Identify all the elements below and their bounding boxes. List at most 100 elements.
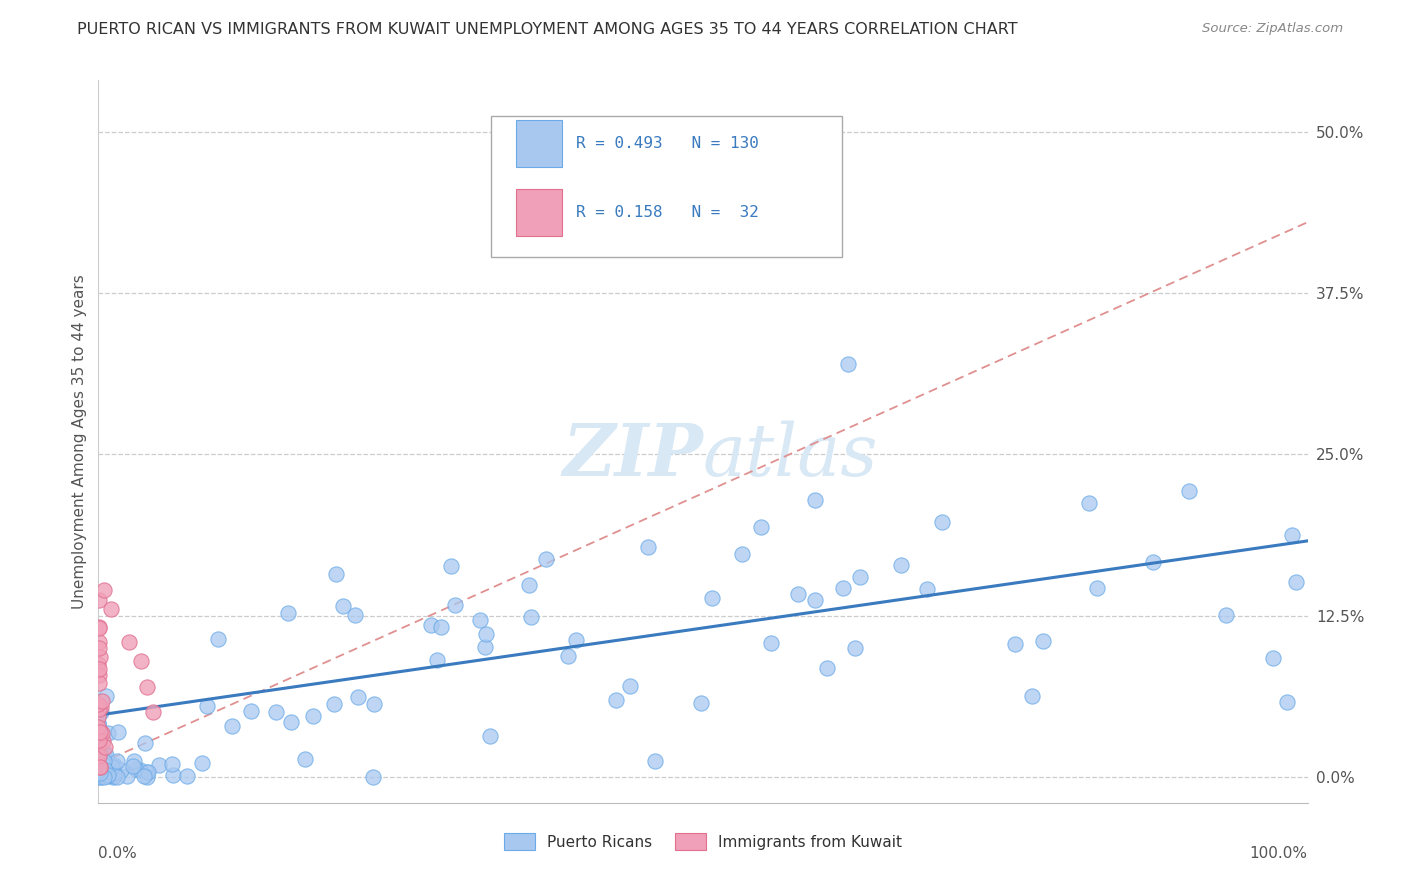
Point [136, 764, 159, 779]
Point [89, 722, 111, 736]
Point [135, 680, 157, 694]
Point [87, 757, 110, 772]
Point [294, 751, 316, 765]
Point [426, 653, 449, 667]
Point [731, 547, 754, 561]
Point [240, 704, 263, 718]
Point [87, 667, 110, 681]
Point [101, 770, 124, 784]
Point [700, 591, 723, 606]
Point [134, 736, 156, 750]
Point [132, 768, 155, 782]
Text: ZIP: ZIP [562, 420, 703, 491]
Point [264, 705, 287, 719]
Point [90, 699, 112, 714]
Point [832, 581, 855, 595]
Point [104, 767, 127, 781]
Point [759, 636, 782, 650]
Point [444, 599, 467, 613]
Point [363, 697, 385, 711]
Point [1032, 634, 1054, 648]
Point [605, 693, 627, 707]
Point [915, 582, 938, 596]
Point [110, 763, 132, 777]
Point [87, 640, 110, 655]
Point [162, 768, 184, 782]
Point [107, 724, 129, 739]
Point [89, 661, 111, 675]
Point [277, 606, 299, 620]
Point [470, 613, 492, 627]
Point [565, 632, 588, 647]
Point [87, 720, 110, 734]
Point [89, 739, 111, 753]
Point [94, 756, 117, 770]
FancyBboxPatch shape [492, 117, 842, 257]
Point [89, 760, 111, 774]
Point [87, 702, 110, 716]
Point [1261, 651, 1284, 665]
Point [804, 593, 827, 607]
Point [103, 758, 125, 772]
Legend: Puerto Ricans, Immigrants from Kuwait: Puerto Ricans, Immigrants from Kuwait [498, 827, 908, 856]
Point [440, 558, 463, 573]
Point [430, 620, 453, 634]
Point [221, 719, 243, 733]
Point [302, 708, 325, 723]
Point [97, 768, 120, 782]
Point [87, 592, 110, 607]
Point [87, 733, 110, 747]
Y-axis label: Unemployment Among Ages 35 to 44 years: Unemployment Among Ages 35 to 44 years [72, 274, 87, 609]
Point [87, 706, 110, 720]
Point [89, 650, 111, 665]
Text: atlas: atlas [703, 421, 879, 491]
Point [96, 766, 118, 780]
Point [787, 587, 810, 601]
Point [517, 577, 540, 591]
Point [103, 765, 125, 780]
Point [103, 766, 125, 780]
Point [87, 621, 110, 635]
Point [619, 680, 641, 694]
Point [1277, 695, 1299, 709]
Point [280, 714, 302, 729]
Point [1078, 496, 1101, 510]
Point [89, 740, 111, 755]
Point [90, 755, 112, 769]
Point [129, 654, 152, 668]
Point [87, 767, 110, 781]
Point [91, 726, 114, 740]
Point [87, 697, 110, 711]
Point [93, 767, 115, 781]
Point [1215, 608, 1237, 623]
Point [103, 760, 125, 774]
Point [87, 748, 110, 763]
Point [1004, 637, 1026, 651]
Point [91, 757, 114, 772]
Point [94, 763, 117, 777]
Point [751, 520, 773, 534]
Point [87, 755, 110, 769]
Point [692, 241, 714, 255]
Point [361, 770, 384, 784]
Point [689, 697, 711, 711]
Point [1281, 528, 1303, 542]
Point [1142, 555, 1164, 569]
Point [90, 765, 112, 780]
Point [87, 635, 110, 649]
Point [323, 697, 346, 711]
Point [344, 607, 367, 622]
Point [1087, 581, 1109, 595]
Point [332, 599, 354, 614]
Point [94, 757, 117, 772]
Point [96, 726, 118, 740]
Point [122, 754, 145, 768]
Point [87, 752, 110, 766]
Point [89, 760, 111, 774]
Point [89, 764, 111, 778]
Point [105, 770, 128, 784]
Point [97, 764, 120, 779]
Point [121, 758, 143, 772]
Point [931, 515, 953, 529]
Point [136, 765, 159, 780]
